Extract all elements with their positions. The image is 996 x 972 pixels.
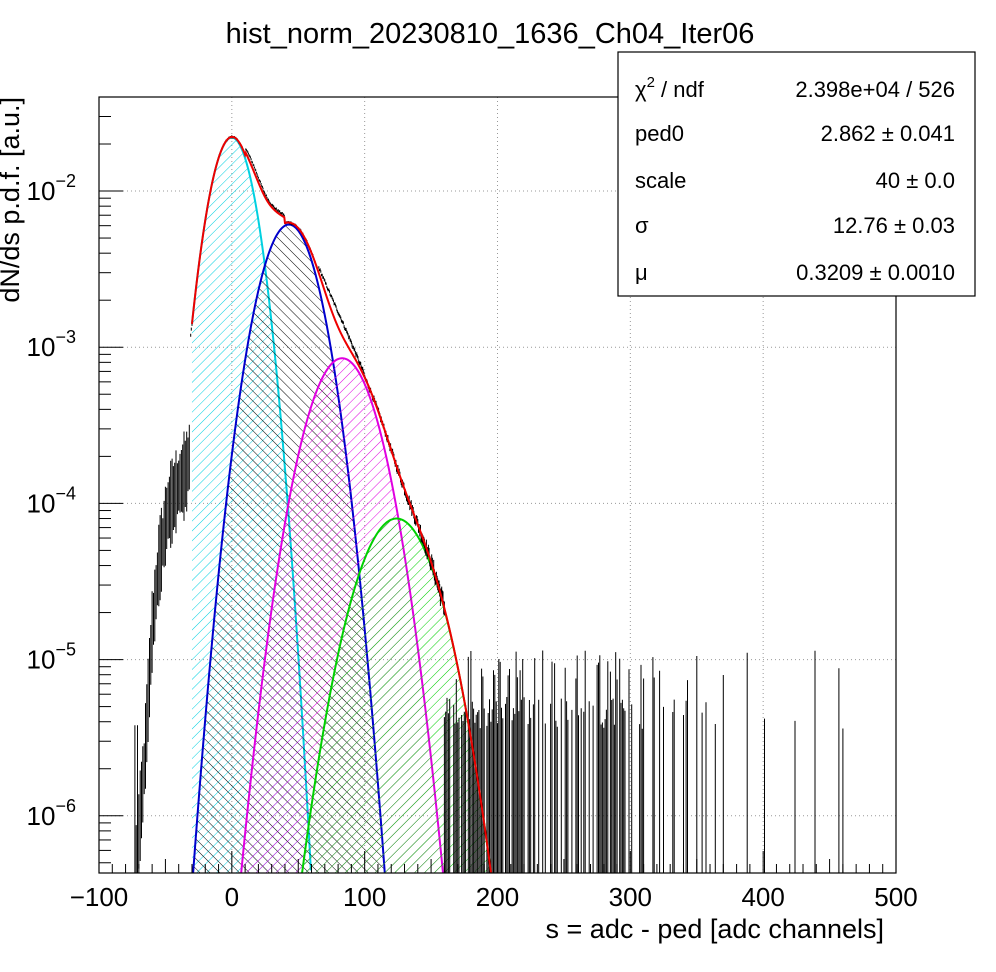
stats-row-label: χ2 / ndf	[635, 74, 705, 102]
y-tick-label: 10−2	[27, 171, 76, 206]
stats-row-value: 40 ± 0.0	[876, 168, 955, 193]
x-tick-label: −100	[70, 882, 129, 912]
stats-row-value: 0.3209 ± 0.0010	[796, 260, 955, 285]
x-tick-label: 200	[476, 882, 519, 912]
total-fit-curve	[190, 135, 493, 873]
stats-row-label: μ	[635, 260, 648, 285]
chart-title: hist_norm_20230810_1636_Ch04_Iter06	[226, 18, 755, 50]
fit-components	[190, 136, 493, 873]
y-axis-label: dN/ds p.d.f. [a.u.]	[0, 97, 25, 303]
x-tick-label: 300	[609, 882, 652, 912]
total-fit	[190, 135, 493, 873]
y-tick-label: 10−3	[27, 327, 76, 362]
x-tick-label: 0	[225, 882, 239, 912]
x-tick-label: 400	[741, 882, 784, 912]
stats-row-value: 2.398e+04 / 526	[795, 77, 955, 102]
y-tick-label: 10−5	[27, 640, 76, 675]
stats-box: χ2 / ndf 2.398e+04 / 526 ped0 2.862 ± 0.041…	[617, 51, 976, 297]
x-tick-label: 100	[343, 882, 386, 912]
y-tick-label: 10−4	[27, 483, 76, 518]
stats-box-frame	[617, 51, 976, 297]
x-tick-label: 500	[874, 882, 917, 912]
y-axis: 10−6 10−5 10−4 10−3 10−2	[27, 96, 123, 864]
stats-row-value: 12.76 ± 0.03	[833, 213, 955, 238]
stats-row-label: ped0	[635, 121, 684, 146]
x-axis: −100 0 100 200 300 400 500	[70, 851, 918, 912]
stats-row-label: scale	[635, 168, 686, 193]
stats-row-label: σ	[635, 213, 649, 238]
x-axis-label: s = adc - ped [adc channels]	[546, 914, 884, 944]
y-tick-label: 10−6	[27, 796, 76, 831]
stats-row-value: 2.862 ± 0.041	[821, 121, 955, 146]
